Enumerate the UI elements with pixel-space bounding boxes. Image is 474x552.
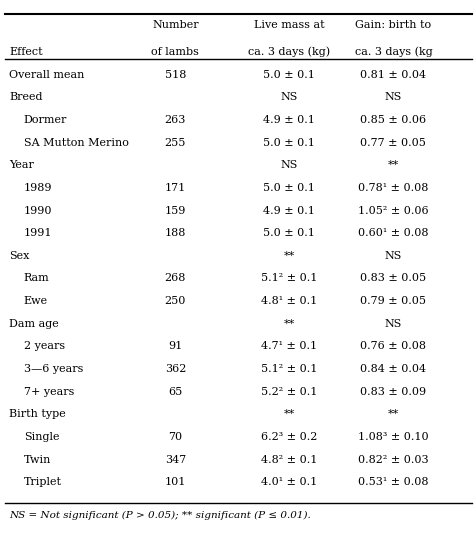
Text: 5.2² ± 0.1: 5.2² ± 0.1 <box>261 386 317 397</box>
Text: 4.7¹ ± 0.1: 4.7¹ ± 0.1 <box>261 341 317 352</box>
Text: 5.1² ± 0.1: 5.1² ± 0.1 <box>261 364 317 374</box>
Text: Dam age: Dam age <box>9 319 59 329</box>
Text: 0.84 ± 0.04: 0.84 ± 0.04 <box>360 364 427 374</box>
Text: of lambs: of lambs <box>151 47 200 57</box>
Text: 4.9 ± 0.1: 4.9 ± 0.1 <box>263 205 315 216</box>
Text: SA Mutton Merino: SA Mutton Merino <box>24 137 128 148</box>
Text: NS: NS <box>281 160 298 171</box>
Text: 0.79 ± 0.05: 0.79 ± 0.05 <box>360 296 427 306</box>
Text: 91: 91 <box>168 341 182 352</box>
Text: **: ** <box>283 251 295 261</box>
Text: 1989: 1989 <box>24 183 52 193</box>
Text: Twin: Twin <box>24 454 51 465</box>
Text: 3—6 years: 3—6 years <box>24 364 83 374</box>
Text: 4.8² ± 0.1: 4.8² ± 0.1 <box>261 454 317 465</box>
Text: Number: Number <box>152 20 199 30</box>
Text: Gain: birth to: Gain: birth to <box>356 20 431 30</box>
Text: Single: Single <box>24 432 59 442</box>
Text: 263: 263 <box>164 115 186 125</box>
Text: 159: 159 <box>164 205 186 216</box>
Text: 2 years: 2 years <box>24 341 65 352</box>
Text: 171: 171 <box>165 183 186 193</box>
Text: Sex: Sex <box>9 251 30 261</box>
Text: ca. 3 days (kg: ca. 3 days (kg <box>355 47 432 57</box>
Text: 5.0 ± 0.1: 5.0 ± 0.1 <box>263 137 315 148</box>
Text: NS: NS <box>385 251 402 261</box>
Text: 1990: 1990 <box>24 205 52 216</box>
Text: 0.53¹ ± 0.08: 0.53¹ ± 0.08 <box>358 477 428 487</box>
Text: NS: NS <box>281 92 298 103</box>
Text: 255: 255 <box>164 137 186 148</box>
Text: 4.0¹ ± 0.1: 4.0¹ ± 0.1 <box>261 477 317 487</box>
Text: 5.0 ± 0.1: 5.0 ± 0.1 <box>263 70 315 80</box>
Text: 1.05² ± 0.06: 1.05² ± 0.06 <box>358 205 428 216</box>
Text: 65: 65 <box>168 386 182 397</box>
Text: 0.85 ± 0.06: 0.85 ± 0.06 <box>360 115 427 125</box>
Text: NS: NS <box>385 319 402 329</box>
Text: 0.82² ± 0.03: 0.82² ± 0.03 <box>358 454 428 465</box>
Text: 0.78¹ ± 0.08: 0.78¹ ± 0.08 <box>358 183 428 193</box>
Text: **: ** <box>388 409 399 420</box>
Text: Ram: Ram <box>24 273 49 284</box>
Text: 5.1² ± 0.1: 5.1² ± 0.1 <box>261 273 317 284</box>
Text: Breed: Breed <box>9 92 43 103</box>
Text: Effect: Effect <box>9 47 43 57</box>
Text: Year: Year <box>9 160 34 171</box>
Text: 0.76 ± 0.08: 0.76 ± 0.08 <box>360 341 427 352</box>
Text: 1.08³ ± 0.10: 1.08³ ± 0.10 <box>358 432 428 442</box>
Text: 5.0 ± 0.1: 5.0 ± 0.1 <box>263 228 315 238</box>
Text: 250: 250 <box>164 296 186 306</box>
Text: 4.8¹ ± 0.1: 4.8¹ ± 0.1 <box>261 296 317 306</box>
Text: 0.83 ± 0.09: 0.83 ± 0.09 <box>360 386 427 397</box>
Text: 268: 268 <box>164 273 186 284</box>
Text: 0.77 ± 0.05: 0.77 ± 0.05 <box>361 137 426 148</box>
Text: 4.9 ± 0.1: 4.9 ± 0.1 <box>263 115 315 125</box>
Text: **: ** <box>283 409 295 420</box>
Text: Ewe: Ewe <box>24 296 48 306</box>
Text: NS: NS <box>385 92 402 103</box>
Text: 347: 347 <box>165 454 186 465</box>
Text: 6.2³ ± 0.2: 6.2³ ± 0.2 <box>261 432 317 442</box>
Text: Live mass at: Live mass at <box>254 20 324 30</box>
Text: **: ** <box>283 319 295 329</box>
Text: Birth type: Birth type <box>9 409 66 420</box>
Text: Triplet: Triplet <box>24 477 62 487</box>
Text: 7+ years: 7+ years <box>24 386 74 397</box>
Text: NS = Not significant (P > 0.05); ** significant (P ≤ 0.01).: NS = Not significant (P > 0.05); ** sign… <box>9 511 311 521</box>
Text: 0.60¹ ± 0.08: 0.60¹ ± 0.08 <box>358 228 428 238</box>
Text: 188: 188 <box>164 228 186 238</box>
Text: 5.0 ± 0.1: 5.0 ± 0.1 <box>263 183 315 193</box>
Text: 0.83 ± 0.05: 0.83 ± 0.05 <box>360 273 427 284</box>
Text: ca. 3 days (kg): ca. 3 days (kg) <box>248 47 330 57</box>
Text: Dormer: Dormer <box>24 115 67 125</box>
Text: **: ** <box>388 160 399 171</box>
Text: 70: 70 <box>168 432 182 442</box>
Text: 518: 518 <box>164 70 186 80</box>
Text: 0.81 ± 0.04: 0.81 ± 0.04 <box>360 70 427 80</box>
Text: 362: 362 <box>164 364 186 374</box>
Text: 1991: 1991 <box>24 228 52 238</box>
Text: 101: 101 <box>164 477 186 487</box>
Text: Overall mean: Overall mean <box>9 70 85 80</box>
